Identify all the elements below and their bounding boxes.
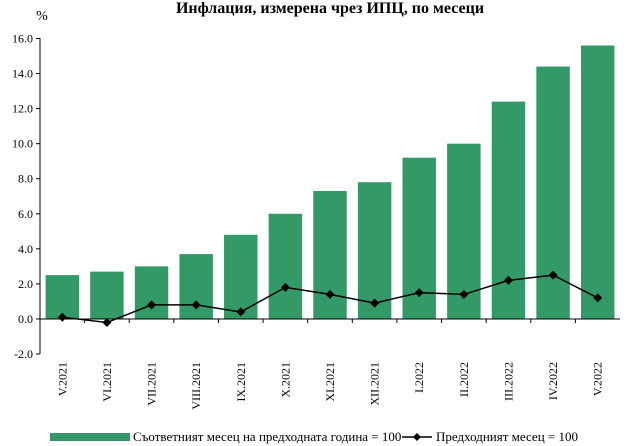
bar bbox=[580, 45, 615, 319]
x-tick-label: VIII.2021 bbox=[189, 362, 203, 410]
legend-label-bar: Съответният месец на предходната година … bbox=[133, 429, 401, 444]
bar bbox=[90, 271, 124, 319]
y-tick-label: 16.0 bbox=[12, 32, 33, 46]
bar bbox=[224, 234, 258, 319]
x-tick-label: V.2021 bbox=[55, 362, 69, 396]
y-tick-label: 0.0 bbox=[18, 312, 33, 326]
x-tick-label: IX.2021 bbox=[234, 362, 248, 402]
bar bbox=[45, 275, 80, 319]
y-tick-label: 2.0 bbox=[18, 277, 33, 291]
line-point bbox=[102, 317, 112, 327]
x-tick-label: VII.2021 bbox=[145, 362, 159, 406]
x-tick-label: III.2022 bbox=[501, 362, 515, 401]
x-tick-label: IV.2022 bbox=[546, 362, 560, 400]
x-tick-label: X.2021 bbox=[278, 362, 292, 398]
line-point bbox=[459, 289, 469, 299]
line-point bbox=[280, 282, 290, 292]
x-tick-label: II.2022 bbox=[457, 362, 471, 397]
y-tick-label: 6.0 bbox=[18, 207, 33, 221]
x-tick-label: VI.2021 bbox=[100, 362, 114, 402]
line-point bbox=[147, 300, 157, 310]
bar bbox=[447, 143, 481, 319]
x-tick-label: XII.2021 bbox=[368, 362, 382, 406]
line-point bbox=[370, 298, 380, 308]
line-point bbox=[57, 312, 67, 322]
y-tick-label: 8.0 bbox=[18, 172, 33, 186]
bar bbox=[268, 213, 303, 319]
chart-title: Инфлация, измерена чрез ИПЦ, по месеци bbox=[176, 0, 484, 17]
bar bbox=[357, 182, 392, 319]
x-tick-label: V.2022 bbox=[591, 362, 605, 396]
x-tick-label: XI.2021 bbox=[323, 362, 337, 402]
y-axis-unit: % bbox=[36, 9, 48, 24]
y-tick-label: 10.0 bbox=[12, 137, 33, 151]
y-tick-label: 14.0 bbox=[12, 67, 33, 81]
line-point bbox=[414, 288, 424, 298]
bar bbox=[313, 190, 347, 319]
y-tick-label: 12.0 bbox=[12, 102, 33, 116]
line-point bbox=[548, 270, 558, 280]
line-point bbox=[325, 289, 335, 299]
legend: Съответният месец на предходната година … bbox=[50, 429, 578, 444]
legend-swatch-bar bbox=[50, 433, 130, 441]
line-point bbox=[191, 300, 201, 310]
line-point bbox=[503, 275, 513, 285]
line-point bbox=[236, 307, 246, 317]
line-point bbox=[593, 293, 603, 303]
x-tick-label: I.2022 bbox=[412, 362, 426, 393]
legend-swatch-marker bbox=[413, 433, 421, 441]
bar bbox=[134, 266, 169, 319]
legend-label-line: Предходният месец = 100 bbox=[436, 429, 578, 444]
y-tick-label: -2.0 bbox=[14, 347, 33, 361]
y-tick-label: 4.0 bbox=[18, 242, 33, 256]
bar bbox=[491, 101, 526, 319]
